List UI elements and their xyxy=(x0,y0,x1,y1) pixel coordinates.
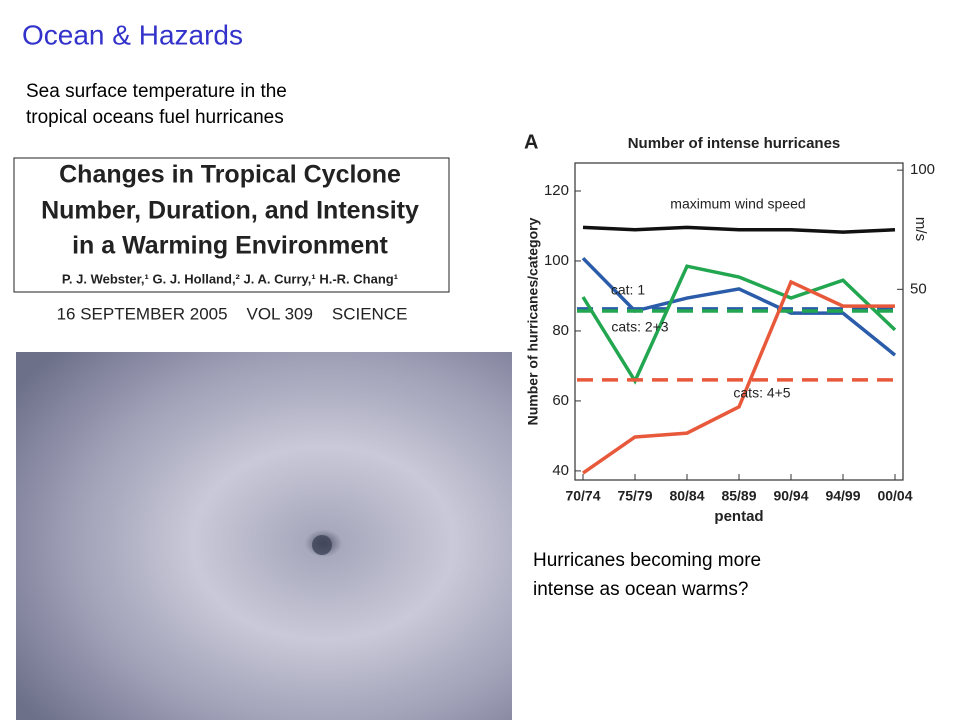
intro-line: Sea surface temperature in the xyxy=(26,81,287,102)
y-tick-label: 120 xyxy=(544,182,569,199)
chart: A Number of intense hurricanes 40 60 80 100 12… xyxy=(524,131,935,525)
paper-citation: 16 SEPTEMBER 2005 VOL 309 SCIENCE xyxy=(57,304,408,323)
x-axis-label: pentad xyxy=(714,508,763,525)
series-label: cats: 4+5 xyxy=(733,385,790,401)
series-label: cats: 2+3 xyxy=(611,319,668,335)
intro-line: tropical oceans fuel hurricanes xyxy=(26,107,284,128)
y2-tick-label: 100 xyxy=(910,161,935,178)
x-tick-label: 90/94 xyxy=(773,488,808,504)
paper-title: in a Warming Environment xyxy=(72,232,388,260)
caption-line: intense as ocean warms? xyxy=(533,579,748,600)
y-tick-label: 100 xyxy=(544,252,569,269)
y-tick-label: 60 xyxy=(552,392,569,409)
caption-line: Hurricanes becoming more xyxy=(533,550,761,571)
y-axis-label: Number of hurricanes/category xyxy=(525,217,541,425)
slide-title: Ocean & Hazards xyxy=(22,19,243,50)
chart-title: Number of intense hurricanes xyxy=(628,135,841,152)
y2-tick-label: 50 xyxy=(910,280,927,297)
x-tick-label: 80/84 xyxy=(669,488,704,504)
series-label: maximum wind speed xyxy=(670,196,805,212)
x-tick-label: 75/79 xyxy=(617,488,652,504)
paper-authors: P. J. Webster,¹ G. J. Holland,² J. A. Cu… xyxy=(62,271,398,286)
panel-label: A xyxy=(524,131,538,153)
y-tick-label: 40 xyxy=(552,462,569,479)
paper-box xyxy=(13,157,450,293)
hurricane-photo xyxy=(16,352,512,720)
y2-axis-label: m/s xyxy=(912,217,929,241)
series-label: cat: 1 xyxy=(611,282,645,298)
x-tick-label: 85/89 xyxy=(721,488,756,504)
paper-title: Changes in Tropical Cyclone xyxy=(59,161,401,189)
y-tick-label: 80 xyxy=(552,322,569,339)
x-tick-label: 94/99 xyxy=(825,488,860,504)
hurricane-eye xyxy=(312,535,332,555)
x-tick-label: 70/74 xyxy=(565,488,600,504)
series-line xyxy=(582,225,896,234)
paper-title: Number, Duration, and Intensity xyxy=(41,197,419,225)
series-line xyxy=(582,279,895,475)
x-tick-label: 00/04 xyxy=(877,488,912,504)
